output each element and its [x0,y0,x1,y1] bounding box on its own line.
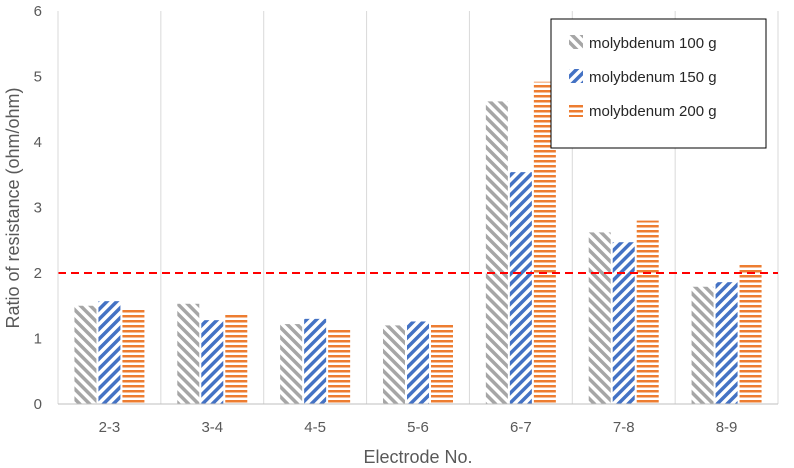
y-tick-label: 2 [34,265,42,282]
bar-series-2-5-6 [407,321,429,404]
bar-series-1-5-6 [383,325,405,404]
bar-series-2-8-9 [715,282,738,404]
bar-series-2-6-7 [509,172,532,404]
bar-series-1-2-3 [74,305,97,404]
legend-box [550,18,767,149]
bar-series-1-4-5 [280,324,303,404]
x-tick-label: 3-4 [201,419,223,436]
bar-series-3-3-4 [225,312,248,404]
bar-series-1-3-4 [177,303,200,404]
bar-series-1-8-9 [691,286,714,404]
bar-series-2-7-8 [612,242,635,404]
x-tick-label: 4-5 [304,419,326,436]
y-axis-title: Ratio of resistance (ohm/ohm) [3,87,23,328]
bar-series-1-7-8 [588,232,611,404]
x-axis-title: Electrode No. [363,447,472,467]
bar-series-3-8-9 [739,264,762,404]
y-tick-label: 5 [34,69,42,86]
y-tick-label: 6 [34,3,42,20]
legend: molybdenum 100 g molybdenum 150 g molybden… [550,18,767,149]
bar-series-3-6-7 [533,81,556,405]
y-tick-label: 1 [34,331,42,348]
x-tick-label: 8-9 [716,419,738,436]
x-tick-label: 6-7 [510,419,532,436]
legend-swatch [569,35,583,49]
y-tick-label: 4 [34,134,42,151]
bar-series-2-4-5 [304,318,327,404]
bar-series-3-4-5 [328,328,351,404]
bar-series-3-2-3 [122,307,145,404]
legend-swatch [569,69,583,83]
bar-series-2-2-3 [98,301,121,404]
bar-series-3-7-8 [636,220,659,404]
bar-series-2-3-4 [201,320,224,404]
x-tick-label: 2-3 [99,419,121,436]
legend-label: molybdenum 150 g [589,69,717,86]
legend-label: molybdenum 100 g [589,35,717,52]
x-tick-label: 7-8 [613,419,635,436]
y-tick-label: 3 [34,200,42,217]
bar-series-1-6-7 [485,101,508,404]
bar-series-3-5-6 [431,323,453,404]
y-tick-label: 0 [34,396,42,413]
bars [74,81,762,405]
axes: 0 1 2 3 4 5 6 2-3 3-4 4-5 5-6 6-7 7-8 8-9 [34,3,778,436]
x-tick-label: 5-6 [407,419,429,436]
legend-swatch [569,103,583,117]
legend-label: molybdenum 200 g [589,103,717,120]
